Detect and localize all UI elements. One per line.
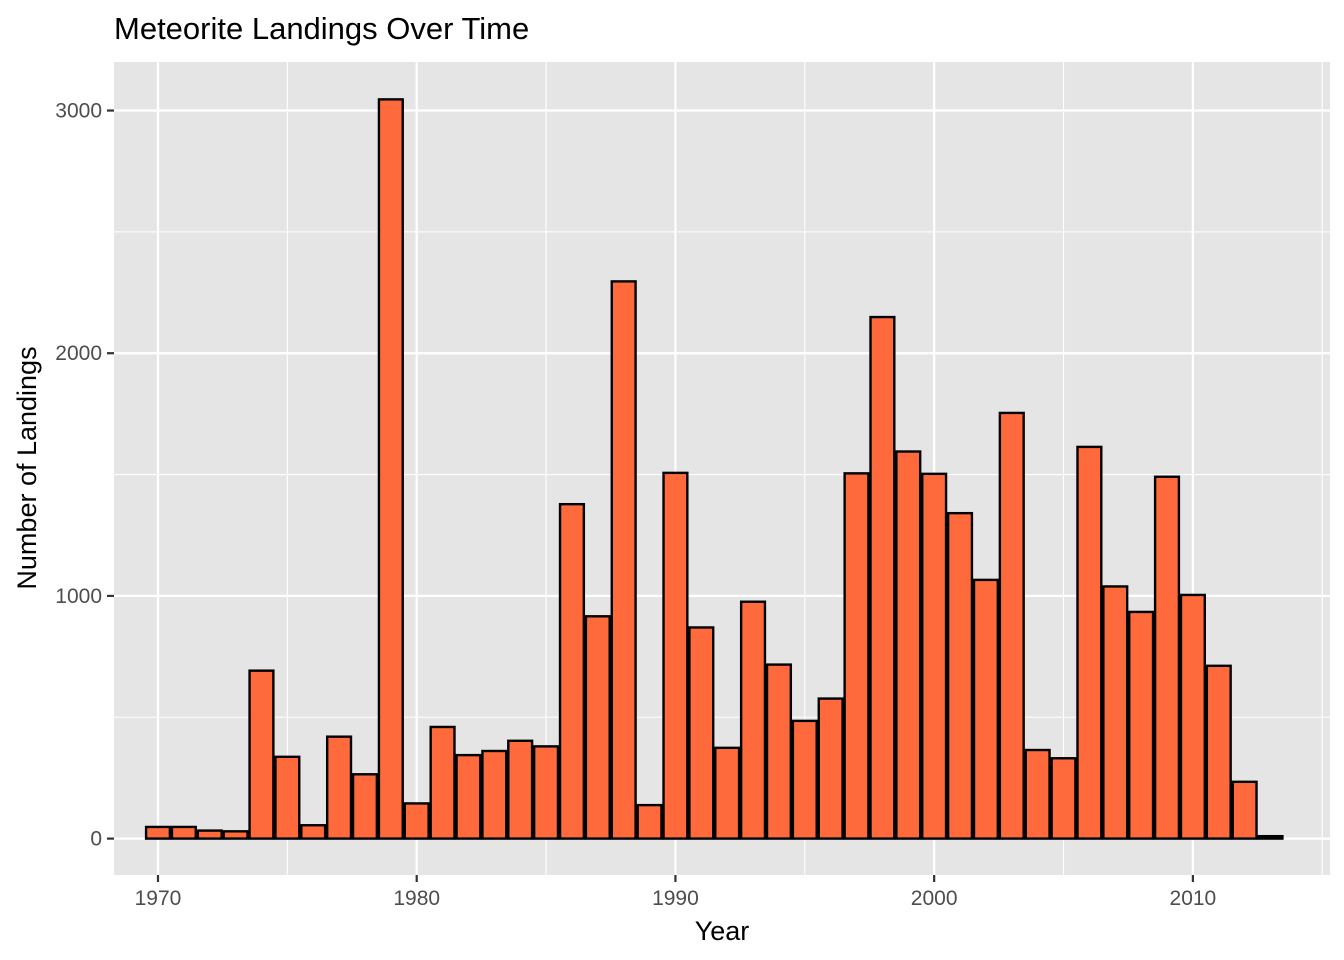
bar-2005 bbox=[1050, 757, 1077, 840]
bar-1986 bbox=[558, 502, 586, 840]
bar-2009 bbox=[1153, 475, 1181, 840]
chart-title: Meteorite Landings Over Time bbox=[114, 11, 529, 46]
bar-1977 bbox=[325, 735, 353, 840]
bar-1973 bbox=[222, 830, 249, 840]
bar-1970 bbox=[144, 825, 172, 840]
bar-1988 bbox=[610, 280, 637, 840]
bar-1997 bbox=[843, 472, 870, 840]
bar-1982 bbox=[455, 753, 482, 840]
bar-1998 bbox=[869, 315, 896, 840]
bar-2004 bbox=[1024, 748, 1051, 840]
bar-2001 bbox=[946, 511, 974, 840]
bar-1995 bbox=[791, 719, 818, 840]
bar-1990 bbox=[662, 471, 689, 840]
bar-1971 bbox=[170, 825, 197, 840]
bar-1985 bbox=[532, 745, 560, 840]
y-tick-label: 3000 bbox=[55, 100, 102, 123]
bar-1979 bbox=[377, 98, 404, 840]
bar-1976 bbox=[300, 824, 327, 840]
bar-2010 bbox=[1179, 593, 1206, 840]
bar-1974 bbox=[248, 669, 275, 840]
bar-1993 bbox=[739, 600, 767, 840]
bar-1996 bbox=[817, 697, 844, 840]
bar-1984 bbox=[507, 739, 534, 840]
bar-1981 bbox=[429, 725, 456, 840]
y-axis-title: Number of Landings bbox=[12, 346, 42, 589]
bar-2013 bbox=[1257, 834, 1284, 840]
bar-1992 bbox=[714, 746, 741, 840]
bar-2003 bbox=[998, 411, 1025, 840]
bar-1989 bbox=[636, 803, 663, 840]
x-tick-label: 2000 bbox=[911, 887, 958, 910]
bar-1987 bbox=[584, 615, 611, 840]
bar-1980 bbox=[403, 802, 430, 840]
bar-1978 bbox=[351, 773, 379, 840]
bar-2012 bbox=[1231, 780, 1258, 840]
plot-panel bbox=[114, 62, 1330, 875]
bar-1999 bbox=[895, 450, 922, 840]
bar-2000 bbox=[921, 472, 948, 840]
y-tick-label: 1000 bbox=[55, 585, 102, 608]
bar-1994 bbox=[765, 663, 793, 840]
y-tick-label: 2000 bbox=[55, 342, 102, 365]
x-tick-label: 1980 bbox=[393, 887, 440, 910]
bar-1983 bbox=[481, 749, 508, 840]
bar-1975 bbox=[274, 755, 301, 840]
bar-2011 bbox=[1205, 664, 1232, 840]
bar-1991 bbox=[688, 626, 715, 840]
y-tick-label: 0 bbox=[90, 828, 102, 851]
x-tick-label: 1990 bbox=[652, 887, 699, 910]
x-tick-label: 1970 bbox=[135, 887, 182, 910]
bar-2007 bbox=[1102, 585, 1129, 840]
bar-2008 bbox=[1128, 610, 1155, 840]
bar-2006 bbox=[1076, 445, 1103, 840]
x-axis-title: Year bbox=[695, 916, 750, 946]
x-tick-label: 2010 bbox=[1170, 887, 1217, 910]
bar-1972 bbox=[196, 829, 223, 840]
bar-2002 bbox=[972, 578, 999, 840]
